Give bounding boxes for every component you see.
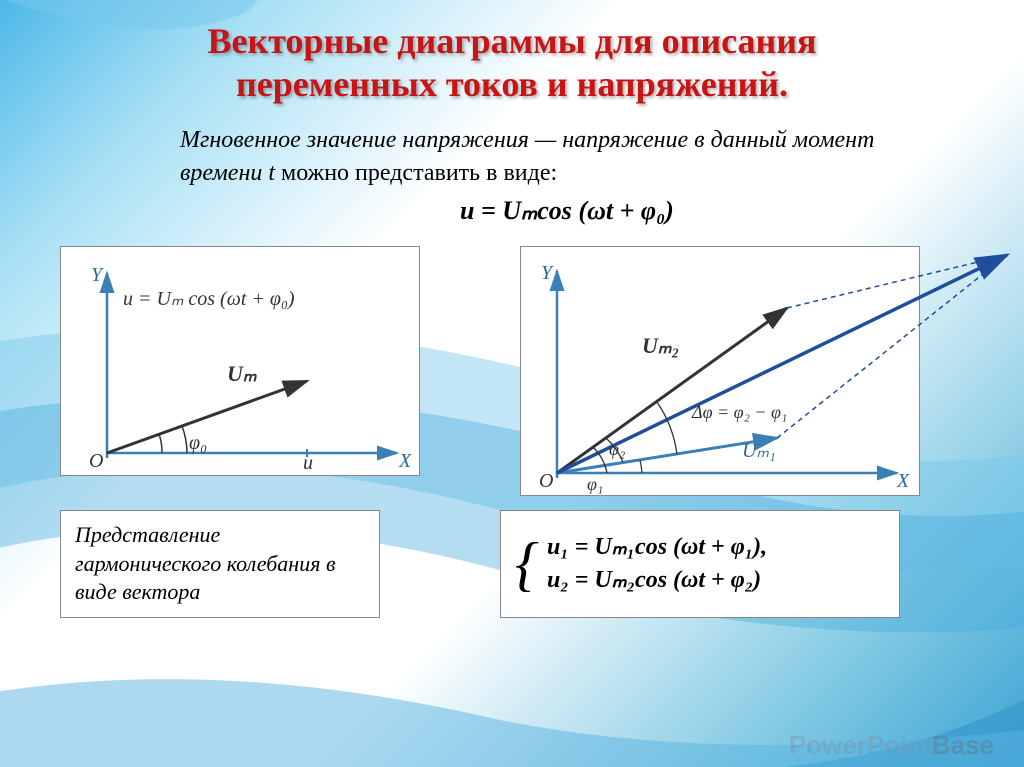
slide-title: Векторные диаграммы для описания перемен…	[0, 0, 1024, 106]
equation-1: u₁ = Uₘ₁cos (ωt + φ₁),	[547, 531, 767, 565]
watermark-p2: Base	[932, 730, 994, 760]
diagram-left-svg: Y X O u Uₘ φ₀ u = Uₘ cos (ωt + φ₀)	[67, 253, 415, 471]
intro-part2: можно представить в виде:	[281, 160, 557, 186]
vector-diagram-single: Y X O u Uₘ φ₀ u = Uₘ cos (ωt + φ₀)	[60, 246, 420, 476]
svg-text:Uₘ: Uₘ	[227, 361, 258, 386]
caption-left: Представление гармонического колебания в…	[60, 510, 380, 618]
diagram-right-svg: Y X O Uₘ₁ Uₘ₂ φ₁ φ₂ Δφ = φ₂ − φ₁	[527, 253, 947, 491]
title-line-2: переменных токов и напряжений.	[236, 64, 788, 104]
svg-text:u: u	[303, 452, 313, 471]
svg-text:φ₂: φ₂	[609, 439, 625, 459]
main-formula: u = Uₘcos (ωt + φ₀)	[460, 193, 924, 228]
title-line-1: Векторные диаграммы для описания	[207, 21, 816, 61]
svg-text:Δφ = φ₂ − φ₁: Δφ = φ₂ − φ₁	[691, 402, 787, 422]
equations-system: { u₁ = Uₘ₁cos (ωt + φ₁), u₂ = Uₘ₂cos (ωt…	[500, 510, 900, 618]
svg-text:u = Uₘ cos (ωt + φ₀): u = Uₘ cos (ωt + φ₀)	[123, 288, 295, 310]
svg-text:Uₘ₂: Uₘ₂	[642, 333, 679, 358]
watermark-p1: PowerPoint	[789, 730, 932, 760]
svg-text:Uₘ₁: Uₘ₁	[742, 440, 776, 462]
svg-text:X: X	[896, 470, 910, 492]
equation-2: u₂ = Uₘ₂cos (ωt + φ₂)	[547, 564, 767, 598]
intro-text: Мгновенное значение напряжения — напряже…	[180, 124, 924, 228]
svg-text:φ₀: φ₀	[189, 432, 207, 454]
brace-icon: {	[515, 540, 539, 588]
svg-text:φ₁: φ₁	[587, 474, 603, 494]
vector-diagram-double: Y X O Uₘ₁ Uₘ₂ φ₁ φ₂ Δφ = φ₂ − φ₁	[520, 246, 920, 496]
svg-text:O: O	[539, 470, 553, 492]
svg-text:X: X	[398, 450, 412, 471]
svg-text:Y: Y	[541, 262, 554, 284]
svg-text:Y: Y	[91, 264, 104, 286]
svg-text:O: O	[89, 450, 103, 471]
watermark: PowerPointBase	[789, 730, 994, 761]
